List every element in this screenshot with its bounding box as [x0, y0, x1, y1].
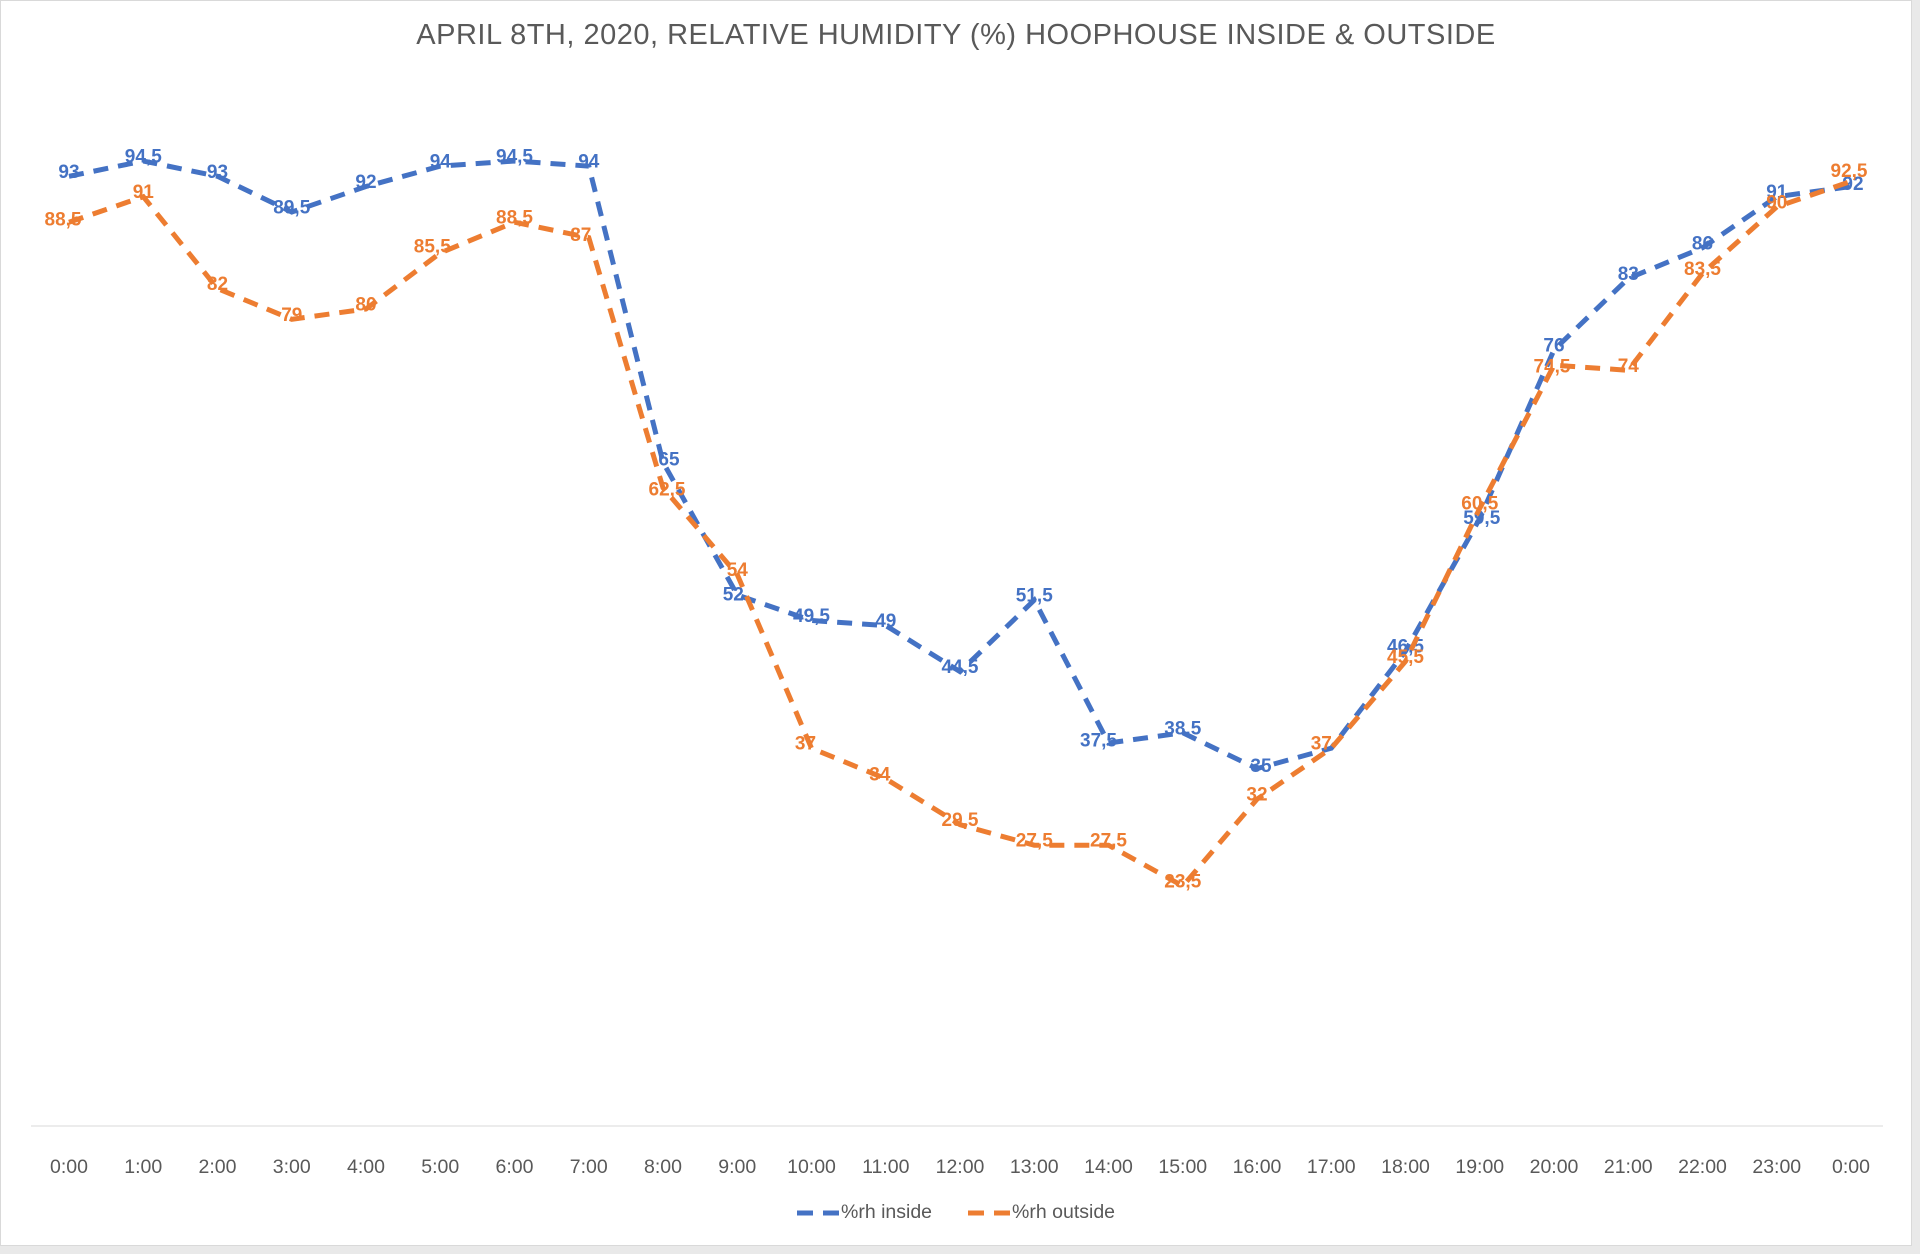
- series-labels-rh-inside: 93 94,5 93 89,5 92 94 94,5 94 65 52 49,5 49 44,5 51,5…: [58, 147, 1863, 778]
- x-axis-tick-label: 9:00: [718, 1156, 756, 1178]
- data-label: 91: [133, 182, 155, 203]
- data-label: 60,5: [1461, 494, 1498, 515]
- dashed-line-key-outside-icon: [968, 1210, 1011, 1215]
- x-axis-tick-label: 20:00: [1530, 1156, 1579, 1178]
- dashed-line-key-inside-icon: [796, 1210, 839, 1215]
- data-label: 37,5: [1080, 731, 1117, 752]
- x-axis-tick-label: 8:00: [644, 1156, 682, 1178]
- x-axis-tick-label: 15:00: [1158, 1156, 1207, 1178]
- x-axis-tick-label: 1:00: [124, 1156, 162, 1178]
- data-label: 92: [355, 172, 376, 193]
- data-label: 27,5: [1016, 831, 1053, 852]
- x-axis-tick-label: 7:00: [570, 1156, 608, 1178]
- x-axis-tick-label: 16:00: [1233, 1156, 1282, 1178]
- x-axis-tick-label: 0:00: [50, 1156, 88, 1178]
- legend-item-rh-outside: %rh outside: [968, 1201, 1115, 1224]
- x-axis-tick-label: 17:00: [1307, 1156, 1356, 1178]
- data-label: 79: [281, 305, 302, 326]
- data-label: 80: [355, 295, 376, 316]
- data-label: 51,5: [1016, 586, 1053, 607]
- data-label: 90: [1766, 192, 1787, 213]
- data-label: 38,5: [1164, 718, 1201, 739]
- data-label: 92: [1842, 174, 1863, 195]
- data-label: 32: [1246, 785, 1267, 806]
- x-axis-tick-label: 5:00: [421, 1156, 459, 1178]
- data-label: 85,5: [414, 236, 451, 257]
- data-label: 44,5: [942, 657, 979, 678]
- data-label: 34: [869, 764, 891, 785]
- x-axis-tick-label: 10:00: [787, 1156, 836, 1178]
- data-label: 83,5: [1684, 259, 1721, 280]
- data-label: 94: [430, 152, 452, 173]
- series-line-rh-inside: [68, 158, 1852, 772]
- x-axis-tick-label: 0:00: [1832, 1156, 1870, 1178]
- data-label: 49: [875, 611, 896, 632]
- series-line-rh-outside: [68, 179, 1852, 890]
- data-label: 92,5: [1831, 161, 1868, 182]
- x-axis-tick-label: 3:00: [273, 1156, 311, 1178]
- data-label: 91: [1766, 182, 1788, 203]
- data-label: 87: [570, 225, 591, 246]
- data-label: 37: [795, 734, 816, 755]
- x-axis-tick-label: 4:00: [347, 1156, 385, 1178]
- x-axis-tick-label: 14:00: [1084, 1156, 1133, 1178]
- data-label: 23,5: [1164, 872, 1201, 893]
- x-axis-tick-label: 13:00: [1010, 1156, 1059, 1178]
- data-label: 52: [723, 585, 744, 606]
- data-label: 54: [727, 560, 749, 581]
- data-label: 27,5: [1090, 831, 1127, 852]
- data-label: 82: [207, 274, 228, 295]
- data-label: 93: [58, 162, 79, 183]
- data-label: 94,5: [496, 147, 533, 168]
- legend-label-rh-inside: %rh inside: [840, 1201, 933, 1223]
- x-axis-tick-label: 21:00: [1604, 1156, 1653, 1178]
- data-label: 35: [1250, 756, 1272, 777]
- data-label: 74,5: [1534, 357, 1571, 378]
- x-axis-tick-label: 18:00: [1381, 1156, 1430, 1178]
- chart-title: APRIL 8TH, 2020, RELATIVE HUMIDITY (%) H…: [416, 19, 1496, 51]
- x-axis-tick-label: 23:00: [1752, 1156, 1801, 1178]
- data-label: 45,5: [1387, 647, 1424, 668]
- x-axis-tick-label: 12:00: [936, 1156, 985, 1178]
- legend-item-rh-inside: %rh inside: [796, 1201, 933, 1224]
- data-label: 37: [1311, 734, 1332, 755]
- data-label: 83: [1618, 264, 1639, 285]
- series-labels-rh-outside: 88,5 91 82 79 80 85,5 88,5 87 62,5 54 37 34 29,5 27,5…: [45, 161, 1868, 893]
- data-label: 88,5: [45, 210, 82, 231]
- x-axis-tick-label: 19:00: [1455, 1156, 1504, 1178]
- data-label: 62,5: [649, 479, 686, 500]
- legend: %rh inside %rh outside: [1, 1201, 1911, 1224]
- data-label: 93: [207, 162, 228, 183]
- data-label: 89,5: [273, 198, 310, 219]
- data-label: 65: [658, 450, 680, 471]
- x-axis-tick-label: 22:00: [1678, 1156, 1727, 1178]
- data-label: 86: [1692, 233, 1713, 254]
- x-axis-tick-label: 2:00: [199, 1156, 237, 1178]
- data-label: 74: [1618, 356, 1640, 377]
- x-axis: 0:00 1:00 2:00 3:00 4:00 5:00 6:00 7:00 8:00 9:00…: [50, 1156, 1870, 1178]
- legend-label-rh-outside: %rh outside: [1012, 1201, 1116, 1223]
- data-label: 59,5: [1463, 508, 1500, 529]
- data-label: 49,5: [793, 606, 830, 627]
- x-axis-tick-label: 6:00: [496, 1156, 534, 1178]
- data-label: 94,5: [125, 147, 162, 168]
- data-label: 88,5: [496, 208, 533, 229]
- x-axis-tick-label: 11:00: [862, 1156, 910, 1178]
- data-label: 76: [1543, 335, 1564, 356]
- data-label: 29,5: [942, 810, 979, 831]
- data-label: 94: [578, 152, 600, 173]
